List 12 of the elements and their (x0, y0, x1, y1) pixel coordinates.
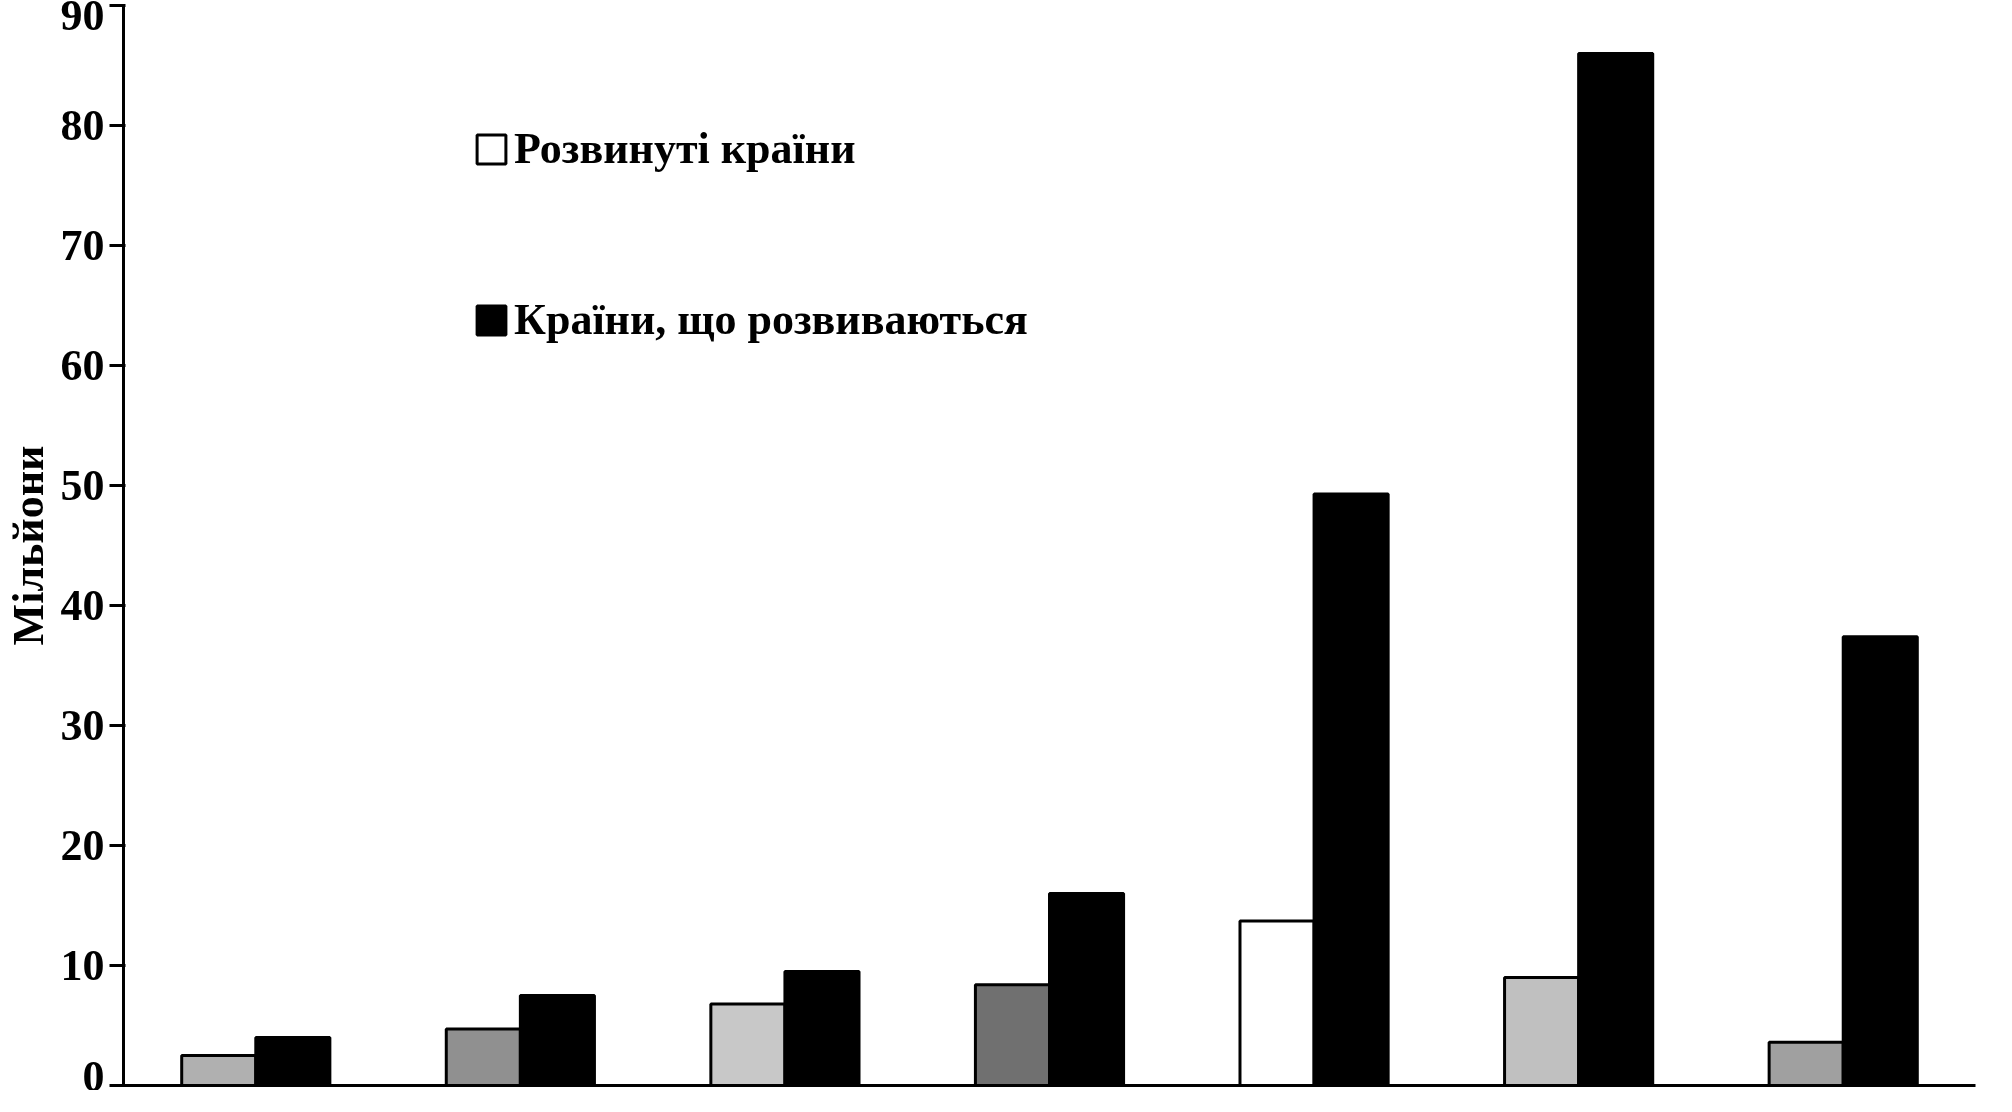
y-tick-label: 90 (60, 0, 105, 40)
y-tick-label: 40 (60, 581, 105, 630)
y-tick-label: 50 (60, 461, 105, 510)
y-axis-title: Мільйони (3, 445, 53, 646)
legend-label: Розвинуті країни (514, 123, 856, 174)
y-tick-label: 70 (60, 221, 105, 270)
y-tick-label: 10 (60, 941, 105, 990)
y-tick-label: 30 (60, 701, 105, 750)
y-tick-label: 80 (60, 101, 105, 150)
legend-label: Країни, що розвиваються (514, 294, 1028, 345)
y-tick-label: 20 (60, 821, 105, 870)
y-tick-label: 60 (60, 341, 105, 390)
